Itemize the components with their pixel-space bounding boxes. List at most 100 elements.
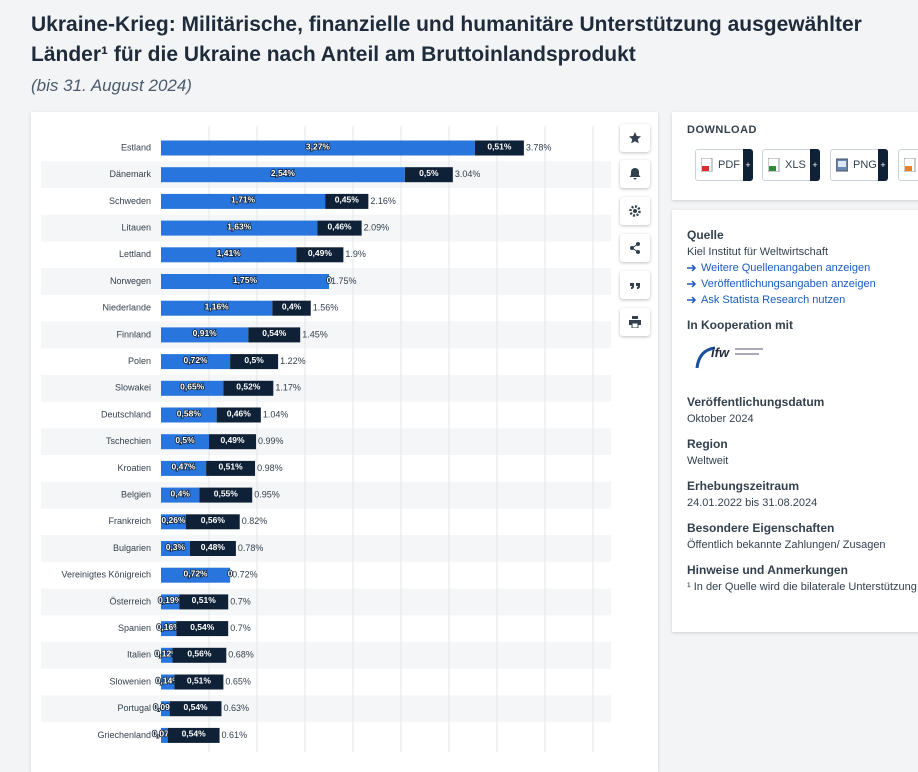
bar-segment [317, 220, 362, 236]
category-label: Bulgarien [113, 543, 151, 553]
detail-text: ¹ In der Quelle wird die bilaterale Unte… [687, 581, 917, 593]
total-label: 2.09% [364, 222, 390, 232]
bar-value-label: 0,51% [187, 675, 212, 685]
bar-segment [248, 327, 301, 343]
link[interactable]: Weitere Quellenangaben anzeigen [687, 262, 918, 274]
bar-value-label: 0,52% [236, 382, 261, 392]
bar-value-label: 1,71% [231, 195, 256, 205]
row-stripe [41, 641, 611, 669]
row-stripe [41, 374, 611, 402]
bar-segment [161, 674, 175, 690]
category-label: Kroatien [117, 463, 151, 473]
bar-value-label: 0,55% [214, 488, 239, 498]
total-label: 1.22% [280, 356, 306, 366]
total-label: 3.78% [526, 142, 552, 152]
notify-button[interactable] [620, 160, 650, 188]
total-label: 1.9% [345, 249, 366, 259]
link-text[interactable]: Ask Statista Research nutzen [701, 294, 846, 306]
category-label: Estland [121, 142, 151, 152]
bar-value-label: 0,54% [262, 328, 287, 338]
plus: + [743, 149, 753, 181]
bar-segment [161, 407, 217, 423]
bar-value-label: 0,47% [172, 462, 197, 472]
bar-segment [161, 701, 170, 717]
bar-value-label: 0,51% [192, 595, 217, 605]
bar-value-label: 0,56% [187, 649, 212, 659]
share-button[interactable] [620, 234, 650, 262]
bar-value-label: 1,75% [233, 275, 258, 285]
category-label: Österreich [109, 596, 151, 606]
bar-segment [199, 487, 253, 503]
total-label: 1.56% [313, 303, 339, 313]
print-button[interactable] [620, 308, 650, 336]
download-pdf[interactable]: PDF + [695, 149, 753, 181]
button-label: PDF [718, 159, 740, 171]
detail-text: Oktober 2024 [687, 413, 754, 425]
bar-value-label: 0,51% [487, 141, 512, 151]
download-heading: DOWNLOAD [687, 124, 757, 136]
category-label: Griechenland [97, 730, 151, 740]
link[interactable]: Ask Statista Research nutzen [687, 294, 918, 306]
settings-button[interactable] [620, 197, 650, 225]
bar-segment [272, 300, 311, 316]
row-stripe [41, 321, 611, 349]
bar-value-label: 0,4% [282, 301, 302, 311]
category-label: Lettland [119, 249, 151, 259]
category-label: Polen [128, 356, 151, 366]
bar-segment [325, 193, 369, 209]
source-heading: Quelle [687, 228, 724, 242]
bar-value-label: 0,91% [193, 328, 218, 338]
detail-heading: Veröffentlichungsdatum [687, 395, 825, 409]
total-label: 2.16% [370, 196, 396, 206]
category-label: Frankreich [108, 516, 151, 526]
cite-button[interactable] [620, 271, 650, 299]
bar-value-label: 1,41% [217, 248, 242, 258]
bar-value-label: 3,27% [306, 141, 331, 151]
bar-value-label: 0,72% [184, 355, 209, 365]
category-label: Slowenien [109, 676, 151, 686]
bar-segment [161, 434, 209, 450]
bar-segment [185, 514, 240, 530]
bar-segment [167, 727, 220, 743]
total-label: 0.78% [238, 543, 264, 553]
bar-segment [161, 647, 173, 663]
bar-value-label: 0,49% [220, 435, 245, 445]
total-label: 0.61% [222, 730, 248, 740]
bar-segment [169, 701, 222, 717]
bar-segment [474, 140, 524, 156]
link-text[interactable]: Weitere Quellenangaben anzeigen [701, 262, 871, 274]
link-text[interactable]: Veröffentlichungsangaben anzeigen [701, 278, 876, 290]
download-panel: DOWNLOAD PDF + XLS + PNG + [672, 112, 918, 200]
bar-segment [161, 327, 249, 343]
bar-segment [161, 727, 168, 743]
category-label: Portugal [117, 703, 151, 713]
category-label: Belgien [121, 489, 151, 499]
category-label: Norwegen [110, 276, 151, 286]
total-label: 3.04% [455, 169, 481, 179]
info-panel: Quelle Kiel Institut für Weltwirtschaft … [672, 210, 918, 632]
bar-value-label: 0,46% [328, 221, 353, 231]
bar-value-label: 0,4% [171, 488, 191, 498]
bar-segment [161, 274, 329, 289]
bar-value-label: 0,48% [201, 542, 226, 552]
download-more[interactable] [898, 149, 918, 181]
details: Veröffentlichungsdatum Oktober 2024 Region… [687, 395, 918, 593]
link[interactable]: Veröffentlichungsangaben anzeigen [687, 278, 918, 290]
logo-text: ifw [711, 345, 730, 360]
bar-value-label: 0,51% [219, 462, 244, 472]
total-label: 1.45% [302, 329, 328, 339]
bar-value-label: 0,19% [158, 595, 183, 605]
button-label: XLS [785, 159, 806, 171]
bar-segment [161, 621, 177, 637]
row-stripe [41, 588, 611, 616]
favorite-button[interactable] [620, 124, 650, 152]
download-xls[interactable]: XLS + [762, 149, 820, 181]
bar-segment [189, 541, 236, 556]
bar-value-label: 1,16% [205, 301, 230, 311]
category-label: Vereinigtes Königreich [61, 570, 151, 580]
total-label: 0.63% [223, 703, 249, 713]
detail-text: Öffentlich bekannte Zahlungen/ Zusagen [687, 539, 886, 551]
total-label: 1.17% [275, 383, 301, 393]
detail-text: 24.01.2022 bis 31.08.2024 [687, 497, 818, 509]
download-png[interactable]: PNG + [830, 149, 888, 181]
